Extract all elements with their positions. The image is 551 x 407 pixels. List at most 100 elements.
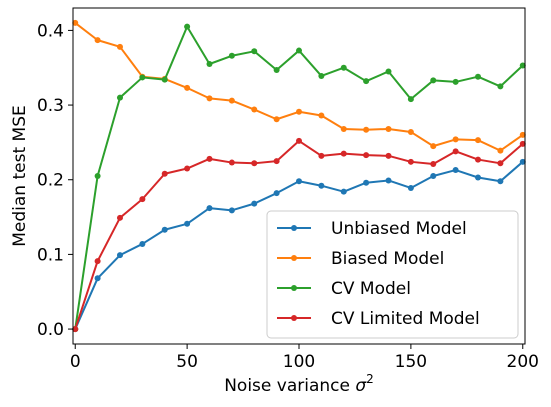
data-point bbox=[497, 147, 504, 154]
data-point bbox=[206, 155, 213, 162]
data-point bbox=[407, 96, 414, 103]
x-tick-label: 50 bbox=[176, 352, 198, 372]
data-point bbox=[407, 184, 414, 191]
data-point bbox=[116, 43, 123, 50]
data-point bbox=[273, 116, 280, 123]
data-point bbox=[519, 62, 526, 69]
x-axis-label-symbol: σ bbox=[355, 376, 367, 396]
data-point bbox=[116, 214, 123, 221]
data-point bbox=[206, 205, 213, 212]
data-point bbox=[385, 68, 392, 75]
legend-swatch-marker bbox=[291, 315, 297, 321]
data-point bbox=[318, 112, 325, 119]
data-point bbox=[340, 125, 347, 132]
data-point bbox=[251, 106, 258, 113]
data-point bbox=[206, 95, 213, 102]
data-point bbox=[228, 52, 235, 59]
data-point bbox=[452, 136, 459, 143]
data-point bbox=[206, 61, 213, 67]
data-point bbox=[385, 125, 392, 132]
legend-swatch-marker bbox=[291, 255, 297, 261]
series-cv-limited-model bbox=[72, 137, 526, 333]
data-point bbox=[296, 108, 302, 115]
data-point bbox=[475, 73, 482, 80]
data-point bbox=[72, 19, 79, 26]
data-point bbox=[251, 48, 258, 55]
legend-label: CV Model bbox=[331, 279, 411, 299]
series-unbiased-model bbox=[72, 158, 526, 333]
y-tick-label: 0.4 bbox=[37, 21, 64, 41]
data-point bbox=[184, 23, 191, 30]
data-point bbox=[161, 226, 168, 233]
data-point bbox=[139, 196, 146, 203]
legend-label: Biased Model bbox=[331, 249, 444, 269]
legend-swatch-marker bbox=[291, 225, 297, 231]
data-point bbox=[318, 72, 325, 79]
x-axis: 0 50 100 150 200 bbox=[70, 344, 539, 372]
x-tick-label: 0 bbox=[70, 352, 81, 372]
series-layer bbox=[72, 19, 526, 333]
data-point bbox=[94, 37, 101, 44]
data-point bbox=[340, 150, 347, 157]
data-point bbox=[228, 97, 235, 104]
data-point bbox=[519, 158, 526, 165]
data-point bbox=[318, 152, 325, 159]
data-point bbox=[385, 152, 392, 159]
y-tick-label: 0.1 bbox=[37, 245, 64, 265]
data-point bbox=[228, 207, 235, 214]
data-point bbox=[318, 182, 325, 189]
data-point bbox=[116, 252, 123, 259]
y-axis-label: Median test MSE bbox=[10, 105, 30, 247]
data-point bbox=[273, 158, 280, 165]
data-point bbox=[430, 161, 437, 168]
data-point bbox=[363, 126, 370, 133]
data-point bbox=[184, 84, 191, 91]
data-point bbox=[116, 94, 123, 101]
data-point bbox=[94, 275, 101, 282]
legend-entry: Biased Model bbox=[277, 249, 444, 269]
data-point bbox=[497, 160, 504, 167]
data-point bbox=[519, 131, 526, 138]
legend-box bbox=[266, 210, 519, 339]
legend-entry: CV Limited Model bbox=[277, 309, 480, 329]
data-point bbox=[228, 159, 235, 166]
data-point bbox=[407, 158, 414, 165]
data-point bbox=[251, 200, 258, 207]
data-point bbox=[363, 152, 370, 159]
data-point bbox=[94, 173, 101, 179]
data-point bbox=[72, 326, 79, 333]
legend-entry: CV Model bbox=[277, 279, 411, 299]
x-axis-label: Noise variance σ2 bbox=[224, 372, 374, 396]
data-point bbox=[519, 140, 526, 147]
data-point bbox=[273, 66, 280, 73]
data-point bbox=[475, 137, 482, 144]
data-point bbox=[296, 47, 302, 54]
data-point bbox=[139, 240, 146, 247]
data-point bbox=[452, 148, 459, 155]
x-axis-label-superscript: 2 bbox=[366, 372, 374, 386]
legend-label: CV Limited Model bbox=[331, 309, 480, 329]
data-point bbox=[139, 74, 146, 81]
data-point bbox=[475, 156, 482, 163]
x-tick-label: 100 bbox=[283, 352, 315, 372]
data-point bbox=[497, 178, 504, 185]
data-point bbox=[161, 76, 168, 83]
data-point bbox=[497, 83, 504, 90]
data-point bbox=[94, 258, 101, 265]
data-point bbox=[296, 137, 302, 144]
data-point bbox=[340, 64, 347, 71]
data-point bbox=[430, 77, 437, 84]
data-point bbox=[251, 160, 258, 167]
data-point bbox=[363, 179, 370, 186]
data-point bbox=[430, 143, 437, 150]
data-point bbox=[475, 174, 482, 181]
data-point bbox=[363, 78, 370, 85]
series-biased-model bbox=[72, 19, 526, 154]
y-tick-label: 0.0 bbox=[37, 320, 64, 340]
legend-swatch-marker bbox=[291, 285, 297, 291]
data-point bbox=[184, 220, 191, 227]
x-tick-label: 150 bbox=[395, 352, 427, 372]
data-point bbox=[385, 177, 392, 184]
data-point bbox=[340, 188, 347, 195]
